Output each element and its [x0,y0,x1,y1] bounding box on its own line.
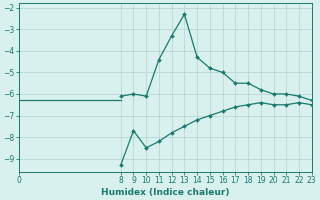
X-axis label: Humidex (Indice chaleur): Humidex (Indice chaleur) [101,188,229,197]
